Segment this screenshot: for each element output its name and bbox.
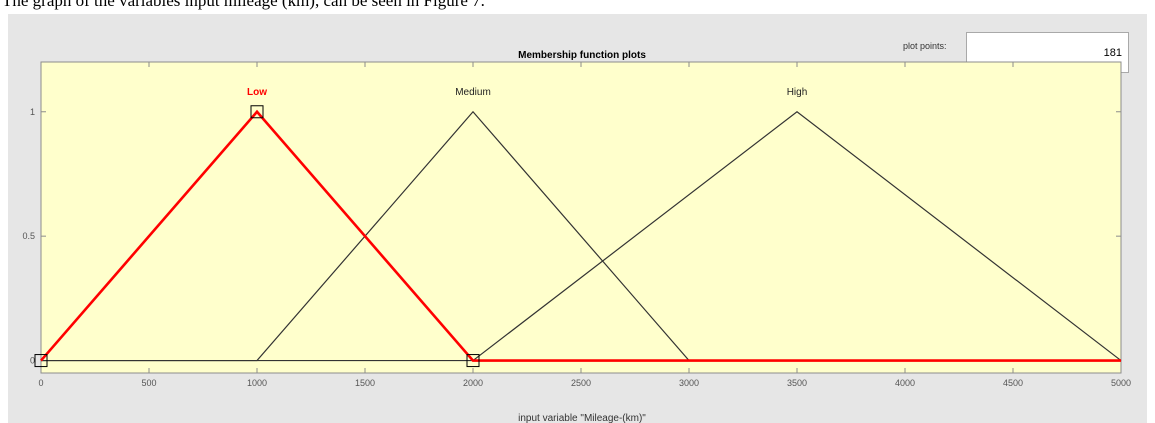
x-tick-label: 1500 bbox=[355, 378, 375, 388]
plot-points-label: plot points: bbox=[903, 41, 947, 51]
x-tick-label: 500 bbox=[141, 378, 156, 388]
x-tick-label: 0 bbox=[38, 378, 43, 388]
series-line-high[interactable] bbox=[41, 111, 1122, 362]
x-tick-label: 3000 bbox=[679, 378, 699, 388]
x-tick-label: 5000 bbox=[1111, 378, 1131, 388]
series-label-medium: Medium bbox=[455, 87, 491, 98]
selection-handle[interactable] bbox=[250, 105, 264, 119]
y-tick-label: 1 bbox=[30, 107, 35, 117]
x-tick-label: 4000 bbox=[895, 378, 915, 388]
selection-handle[interactable] bbox=[466, 354, 480, 368]
x-tick-label: 1000 bbox=[247, 378, 267, 388]
x-tick-label: 4500 bbox=[1003, 378, 1023, 388]
series-labels: Low Medium High bbox=[247, 87, 807, 98]
selection-markers bbox=[34, 105, 480, 368]
y-tick-label: 0.5 bbox=[22, 231, 35, 241]
y-tick-label: 0 bbox=[30, 356, 35, 366]
x-axis-label: input variable "Mileage-(km)" bbox=[518, 413, 646, 423]
membership-curves bbox=[40, 109, 1122, 362]
series-label-high: High bbox=[787, 87, 808, 98]
plot-area[interactable] bbox=[40, 61, 1122, 374]
x-tick-label: 2000 bbox=[463, 378, 483, 388]
series-line-low[interactable] bbox=[40, 109, 1121, 362]
chart-title: Membership function plots bbox=[518, 50, 646, 61]
figure-caption-text: The graph of the variables input mileage… bbox=[2, 0, 485, 10]
x-tick-label: 2500 bbox=[571, 378, 591, 388]
series-label-low: Low bbox=[247, 87, 267, 98]
figure-caption: The graph of the variables input mileage… bbox=[0, 0, 1155, 14]
x-tick-label: 3500 bbox=[787, 378, 807, 388]
axis-ticks: 0 500 1000 1500 2000 2500 3000 3500 4000 4500 5000… bbox=[22, 62, 1131, 388]
selection-handle[interactable] bbox=[34, 354, 48, 368]
